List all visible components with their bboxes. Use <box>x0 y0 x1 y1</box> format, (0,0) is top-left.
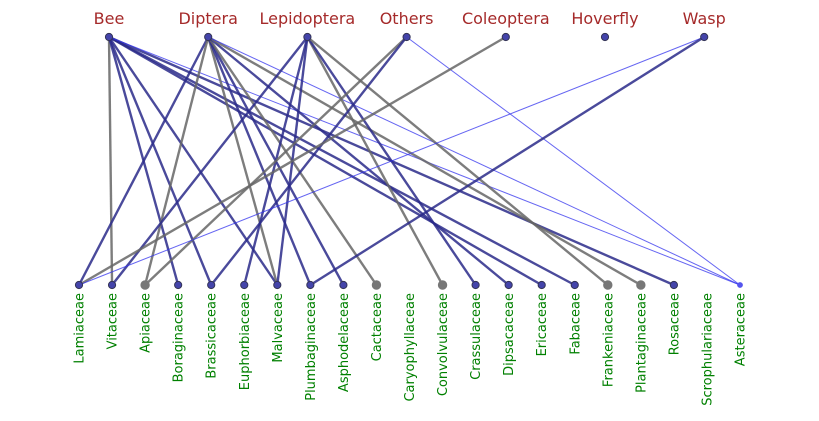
edge-lepidoptera-convolvulaceae <box>306 36 444 286</box>
edge-diptera-asteraceae <box>207 36 741 286</box>
bottom-label-convolvulaceae: Convolvulaceae <box>436 293 451 396</box>
bottom-node-plantaginaceae <box>636 280 646 290</box>
top-node-hoverfly <box>600 32 610 42</box>
bottom-label-lamiaceae: Lamiaceae <box>73 293 88 364</box>
bottom-label-fabaceae: Fabaceae <box>568 293 583 355</box>
bottom-label-crassulaceae: Crassulaceae <box>469 293 484 380</box>
bottom-label-scrophulariaceae: Scrophulariaceae <box>700 293 715 406</box>
edge-coleoptera-lamiaceae <box>78 35 507 287</box>
bottom-label-dipsacaceae: Dipsacaceae <box>502 293 517 376</box>
bottom-node-fabaceae <box>570 280 579 290</box>
bottom-label-asteraceae: Asteraceae <box>734 293 749 366</box>
bottom-node-lamiaceae <box>74 280 84 290</box>
edge-bee-ericaceae <box>108 35 543 287</box>
bottom-node-rosaceae <box>669 280 679 290</box>
top-label-diptera: Diptera <box>178 9 237 28</box>
bottom-node-plumbaginaceae <box>306 280 315 290</box>
bottom-node-asphodelaceae <box>339 280 348 290</box>
bottom-node-ericaceae <box>537 280 546 290</box>
bottom-label-euphorbiaceae: Euphorbiaceae <box>238 293 253 390</box>
edge-diptera-malvaceae <box>207 36 279 286</box>
bottom-node-dipsacaceae <box>504 280 513 290</box>
bottom-label-plumbaginaceae: Plumbaginaceae <box>304 293 319 401</box>
bottom-label-cactaceae: Cactaceae <box>370 293 385 361</box>
top-label-hoverfly: Hoverfly <box>571 9 638 28</box>
top-node-coleoptera <box>501 32 510 42</box>
top-label-lepidoptera: Lepidoptera <box>260 9 356 28</box>
edge-wasp-lamiaceae <box>78 36 705 286</box>
top-label-others: Others <box>380 9 434 28</box>
bottom-node-brassicaceae <box>207 280 216 290</box>
node-layer <box>74 32 743 290</box>
edge-diptera-lamiaceae <box>77 36 210 286</box>
bottom-node-apiaceae <box>140 280 150 290</box>
edge-diptera-plumbaginaceae <box>207 36 312 286</box>
bottom-label-asphodelaceae: Asphodelaceae <box>337 293 352 392</box>
edge-diptera-dipsacaceae <box>207 36 510 286</box>
edge-diptera-plantaginaceae <box>207 35 642 287</box>
bottom-node-malvaceae <box>273 280 282 290</box>
bottom-label-rosaceae: Rosaceae <box>667 293 682 355</box>
top-node-wasp <box>700 32 709 42</box>
bottom-label-ericaceae: Ericaceae <box>535 293 550 356</box>
bottom-label-caryophyllaceae: Caryophyllaceae <box>403 293 418 402</box>
edge-wasp-plumbaginaceae <box>309 35 705 287</box>
edge-lepidoptera-frankeniaceae <box>306 36 609 286</box>
bottom-label-vitaceae: Vitaceae <box>106 293 121 349</box>
edge-bee-malvaceae <box>108 36 279 286</box>
bottom-node-convolvulaceae <box>437 280 448 290</box>
edge-diptera-apiaceae <box>143 36 210 286</box>
edge-others-asteraceae <box>406 36 741 286</box>
bottom-label-plantaginaceae: Plantaginaceae <box>634 293 649 393</box>
edge-others-brassicaceae <box>210 36 408 286</box>
bottom-label-malvaceae: Malvaceae <box>271 293 286 363</box>
bottom-node-asteraceae <box>737 282 743 288</box>
top-label-bee: Bee <box>94 9 125 28</box>
edge-bee-fabaceae <box>108 35 576 287</box>
edge-bee-brassicaceae <box>107 36 213 286</box>
top-label-wasp: Wasp <box>683 9 726 28</box>
top-label-coleoptera: Coleoptera <box>462 9 550 28</box>
top-node-bee <box>104 32 114 42</box>
bottom-node-frankeniaceae <box>603 280 613 290</box>
bottom-node-cactaceae <box>371 280 382 290</box>
edge-lepidoptera-vitaceae <box>111 36 309 286</box>
bottom-node-vitaceae <box>107 280 117 290</box>
bottom-label-frankeniaceae: Frankeniaceae <box>601 293 616 387</box>
bottom-label-apiaceae: Apiaceae <box>139 293 154 353</box>
bottom-node-crassulaceae <box>471 280 480 290</box>
bottom-node-euphorbiaceae <box>240 280 249 290</box>
top-node-diptera <box>204 32 213 42</box>
edge-bee-vitaceae <box>107 36 114 286</box>
bottom-label-boraginaceae: Boraginaceae <box>172 293 187 382</box>
label-layer: Bee Diptera Lepidoptera Others Coleoptera Hov… <box>73 9 749 406</box>
bottom-node-boraginaceae <box>174 280 183 290</box>
edge-others-apiaceae <box>144 36 408 286</box>
top-node-lepidoptera <box>303 32 312 42</box>
bottom-label-brassicaceae: Brassicaceae <box>205 293 220 379</box>
edge-layer <box>77 35 741 287</box>
top-node-others <box>402 32 411 42</box>
